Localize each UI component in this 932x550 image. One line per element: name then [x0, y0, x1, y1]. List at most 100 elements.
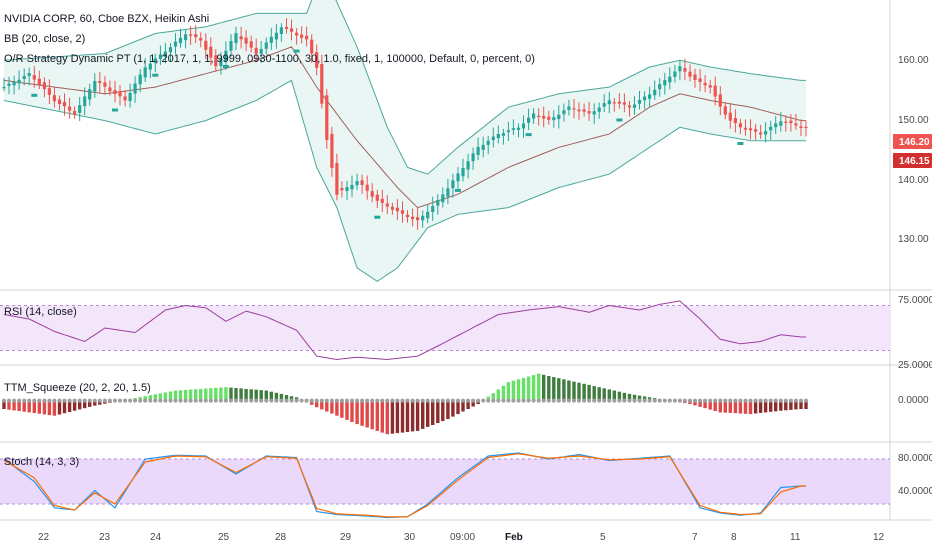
squeeze-bar	[405, 400, 410, 432]
squeeze-dot	[783, 398, 788, 403]
candle-body	[7, 83, 11, 86]
squeeze-bar	[511, 380, 516, 401]
candle-body	[123, 96, 127, 101]
squeeze-bar	[335, 400, 339, 416]
squeeze-dot	[768, 398, 773, 403]
time-tick: 8	[731, 532, 737, 543]
squeeze-dot	[793, 398, 798, 403]
squeeze-bar	[466, 400, 470, 409]
squeeze-bar	[62, 400, 67, 414]
squeeze-bar	[400, 400, 405, 433]
rsi-line	[3, 300, 806, 361]
candle-body	[637, 100, 642, 104]
time-tick: 11	[790, 532, 801, 543]
squeeze-dot	[158, 398, 163, 403]
squeeze-bar	[254, 389, 258, 401]
last-price-text: 146.20	[899, 137, 930, 148]
squeeze-dot	[365, 398, 370, 403]
squeeze-bar	[360, 400, 364, 426]
candle-body	[310, 39, 314, 54]
squeeze-bar	[491, 393, 495, 401]
squeeze-dot	[249, 398, 254, 403]
squeeze-bar	[168, 391, 173, 401]
squeeze-dot	[481, 398, 486, 403]
squeeze-dot	[193, 398, 198, 403]
squeeze-bar	[229, 387, 233, 401]
squeeze-dot	[223, 398, 228, 403]
squeeze-dot	[748, 398, 753, 403]
candle-body	[375, 194, 379, 201]
squeeze-dot	[289, 398, 294, 403]
squeeze-dot	[713, 398, 718, 403]
time-tick: 12	[873, 532, 885, 543]
squeeze-bar	[577, 382, 581, 401]
price-axis: 160.00 150.00 140.00 130.00	[898, 55, 929, 245]
candle-body	[678, 66, 682, 72]
candle-body	[491, 136, 495, 141]
squeeze-dot	[627, 398, 632, 403]
price-tick: 160.00	[898, 55, 929, 66]
squeeze-dot	[536, 398, 541, 403]
candle-body	[315, 52, 319, 68]
candle-body	[748, 128, 753, 131]
rsi-legend: RSI (14, close)	[4, 306, 77, 318]
squeeze-dot	[294, 398, 299, 403]
squeeze-bar	[496, 389, 500, 401]
squeeze-dot	[506, 398, 511, 403]
candle-body	[769, 126, 773, 131]
squeeze-bar	[441, 400, 445, 422]
candle-body	[17, 79, 21, 84]
candle-body	[552, 117, 556, 121]
candle-body	[204, 40, 208, 50]
candle-body	[648, 94, 652, 99]
candle-body	[173, 41, 178, 47]
squeeze-dot	[642, 398, 647, 403]
squeeze-dot	[264, 398, 269, 403]
squeeze-dot	[22, 398, 27, 403]
candle-body	[118, 91, 122, 97]
candle-body	[42, 82, 46, 90]
squeeze-bar	[194, 389, 198, 401]
squeeze-bar	[209, 388, 213, 401]
squeeze-bar	[713, 400, 717, 411]
squeeze-dot	[728, 398, 733, 403]
squeeze-bar	[370, 400, 374, 430]
candle-body	[723, 106, 727, 115]
candle-body	[759, 132, 763, 135]
squeeze-dot	[753, 398, 758, 403]
squeeze-bar	[622, 392, 627, 401]
squeeze-bar	[804, 400, 808, 409]
candle-body	[47, 88, 51, 95]
squeeze-dot	[72, 398, 77, 403]
price-line-tag	[893, 153, 932, 168]
squeeze-bar	[320, 400, 324, 410]
candle-body	[582, 109, 586, 112]
squeeze-bar	[415, 400, 420, 431]
squeeze-bar	[199, 388, 203, 401]
candle-body	[799, 126, 803, 129]
candle-body	[93, 81, 97, 92]
candle-body	[577, 109, 581, 112]
squeeze-dot	[163, 398, 168, 403]
candle-body	[178, 37, 183, 44]
candle-body	[592, 111, 596, 115]
bollinger-upper-line	[3, 0, 806, 175]
squeeze-bar	[163, 392, 168, 401]
candle-body	[733, 118, 737, 124]
squeeze-dot	[32, 398, 37, 403]
candle-body	[754, 129, 758, 132]
squeeze-dot	[647, 398, 652, 403]
candle-body	[168, 47, 173, 53]
candle-body	[446, 188, 450, 197]
candle-body	[32, 75, 36, 80]
squeeze-bar	[531, 375, 536, 401]
squeeze-dot	[471, 398, 476, 403]
squeeze-bar	[789, 400, 793, 410]
candle-body	[486, 140, 490, 145]
squeeze-dot	[309, 398, 314, 403]
squeeze-bar	[562, 379, 566, 401]
candle-body	[330, 133, 334, 168]
candle-body	[128, 92, 132, 101]
candle-body	[521, 123, 526, 129]
squeeze-dot	[778, 398, 783, 403]
